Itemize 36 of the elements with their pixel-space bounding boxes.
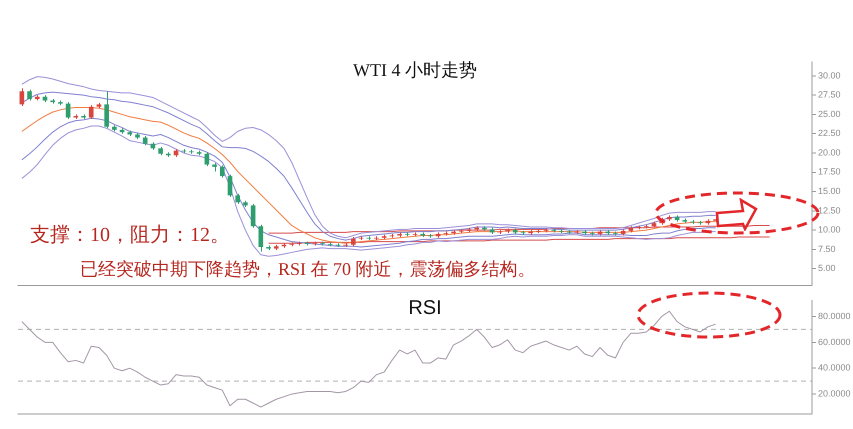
candlestick: [428, 233, 433, 238]
candlestick: [320, 241, 325, 246]
candlestick: [304, 241, 310, 246]
y-tick-label: 7.50: [818, 244, 836, 254]
y-tick-label: 27.50: [818, 90, 841, 100]
candlestick: [196, 150, 202, 156]
y-tick-label: 25.00: [818, 108, 841, 119]
candlestick: [551, 228, 556, 233]
y-tick-label: 40.0000: [818, 362, 851, 373]
candlestick: [613, 231, 618, 236]
candlestick: [336, 242, 340, 248]
y-tick-label: 15.00: [818, 186, 841, 196]
y-tick-label: 20.00: [818, 147, 841, 158]
annotation: 已经突破中期下降趋势，RSI 在 70 附近，震荡偏多结构。: [80, 259, 536, 280]
y-tick-label: 20.0000: [818, 388, 851, 399]
y-tick-label: 60.0000: [818, 336, 851, 347]
annotation: 支撑：10，阻力：12。: [30, 224, 230, 246]
y-tick-label: 10.00: [818, 224, 841, 235]
y-tick-label: 5.00: [818, 263, 836, 274]
candlestick: [590, 231, 595, 236]
chart-title: RSI: [408, 297, 442, 319]
candlestick: [574, 230, 580, 234]
candlestick: [181, 148, 186, 154]
candlestick: [598, 230, 602, 236]
y-tick-label: 12.50: [818, 205, 841, 216]
candlestick: [42, 94, 48, 103]
chart-title: WTI 4 小时走势: [353, 60, 477, 80]
y-tick-label: 30.00: [818, 70, 841, 80]
y-tick-label: 80.0000: [818, 310, 851, 321]
candlestick: [174, 148, 178, 158]
candlestick: [690, 220, 695, 224]
candlestick: [444, 231, 448, 236]
y-tick-label: 17.50: [818, 166, 841, 177]
candlestick: [566, 230, 572, 234]
candlestick: [390, 233, 394, 238]
y-tick-label: 22.50: [818, 128, 841, 138]
